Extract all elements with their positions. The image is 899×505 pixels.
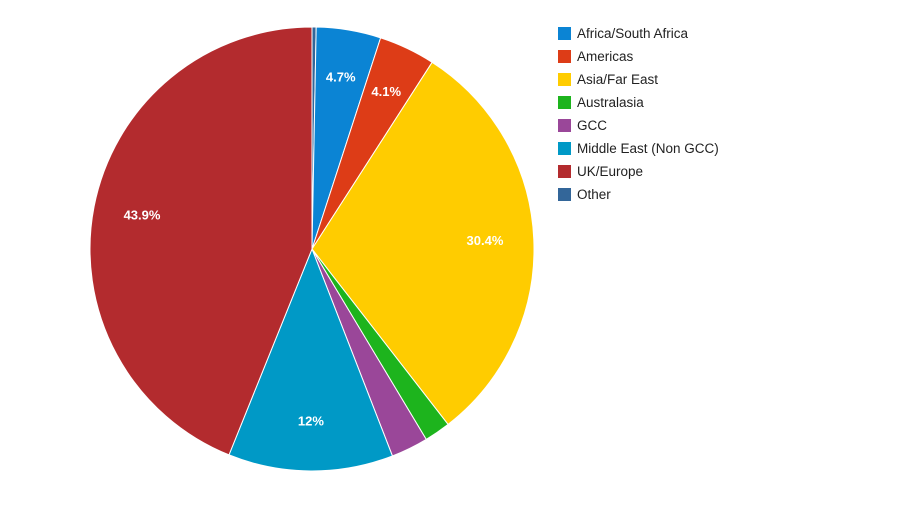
legend-swatch xyxy=(558,96,571,109)
pie-slice-uk-europe[interactable] xyxy=(89,26,313,456)
slice-label-uk-europe: 43.9% xyxy=(124,207,161,222)
legend-swatch xyxy=(558,119,571,132)
legend-item-gcc[interactable]: GCC xyxy=(558,114,719,137)
legend-label: Africa/South Africa xyxy=(577,26,689,41)
legend-item-uk-europe[interactable]: UK/Europe xyxy=(558,160,719,183)
legend-label: Asia/Far East xyxy=(577,72,659,87)
legend-swatch xyxy=(558,50,571,63)
legend-swatch xyxy=(558,188,571,201)
legend-label: UK/Europe xyxy=(577,164,644,179)
legend-item-other[interactable]: Other xyxy=(558,183,719,206)
pie-slice-middle-east-non-gcc[interactable] xyxy=(228,247,394,472)
legend-item-americas[interactable]: Americas xyxy=(558,45,719,68)
legend-swatch xyxy=(558,73,571,86)
slice-label-africa-south-africa: 4.7% xyxy=(326,70,356,85)
legend-label: Australasia xyxy=(577,95,644,110)
pie-slice-asia-far-east[interactable] xyxy=(311,61,535,426)
legend-swatch xyxy=(558,165,571,178)
chart-legend: Africa/South Africa Americas Asia/Far East… xyxy=(558,22,719,206)
legend-label: Other xyxy=(577,187,611,202)
slice-label-middle-east-non-gcc: 12% xyxy=(298,414,324,429)
slice-label-asia-far-east: 30.4% xyxy=(467,233,504,248)
legend-item-africa-south-africa[interactable]: Africa/South Africa xyxy=(558,22,719,45)
legend-item-middle-east-non-gcc[interactable]: Middle East (Non GCC) xyxy=(558,137,719,160)
legend-item-asia-far-east[interactable]: Asia/Far East xyxy=(558,68,719,91)
legend-swatch xyxy=(558,27,571,40)
legend-item-australasia[interactable]: Australasia xyxy=(558,91,719,114)
slice-label-americas: 4.1% xyxy=(371,84,401,99)
legend-label: Americas xyxy=(577,49,634,64)
legend-label: GCC xyxy=(577,118,607,133)
legend-swatch xyxy=(558,142,571,155)
legend-label: Middle East (Non GCC) xyxy=(577,141,719,156)
